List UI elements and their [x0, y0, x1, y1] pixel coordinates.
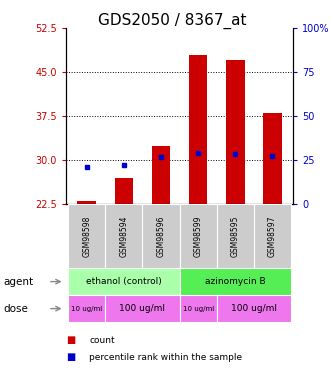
Bar	[263, 113, 282, 204]
Text: dose: dose	[3, 304, 28, 313]
Text: 10 ug/ml: 10 ug/ml	[182, 306, 214, 312]
Text: ■: ■	[66, 335, 75, 345]
Bar	[77, 201, 96, 204]
Bar	[254, 204, 291, 268]
Bar	[180, 268, 291, 295]
Bar	[142, 204, 180, 268]
Text: GSM98596: GSM98596	[157, 216, 166, 257]
Bar	[189, 55, 208, 204]
Bar	[180, 204, 217, 268]
Text: azinomycin B: azinomycin B	[205, 277, 266, 286]
Bar	[105, 295, 180, 322]
Text: GSM98598: GSM98598	[82, 216, 91, 257]
Bar	[68, 204, 105, 268]
Bar	[115, 178, 133, 204]
Bar	[217, 204, 254, 268]
Text: ■: ■	[66, 352, 75, 362]
Bar	[68, 295, 105, 322]
Text: agent: agent	[3, 277, 33, 286]
Bar	[217, 295, 291, 322]
Bar	[180, 295, 217, 322]
Text: 100 ug/ml: 100 ug/ml	[119, 304, 166, 313]
Text: GDS2050 / 8367_at: GDS2050 / 8367_at	[98, 13, 246, 29]
Text: count: count	[89, 336, 115, 345]
Text: 100 ug/ml: 100 ug/ml	[231, 304, 277, 313]
Text: 10 ug/ml: 10 ug/ml	[71, 306, 102, 312]
Bar	[105, 204, 142, 268]
Bar	[152, 146, 170, 204]
Text: GSM98597: GSM98597	[268, 216, 277, 257]
Text: GSM98595: GSM98595	[231, 216, 240, 257]
Text: GSM98594: GSM98594	[119, 216, 128, 257]
Text: percentile rank within the sample: percentile rank within the sample	[89, 352, 243, 362]
Bar	[68, 268, 180, 295]
Text: ethanol (control): ethanol (control)	[86, 277, 162, 286]
Bar	[226, 60, 245, 204]
Text: GSM98599: GSM98599	[194, 216, 203, 257]
